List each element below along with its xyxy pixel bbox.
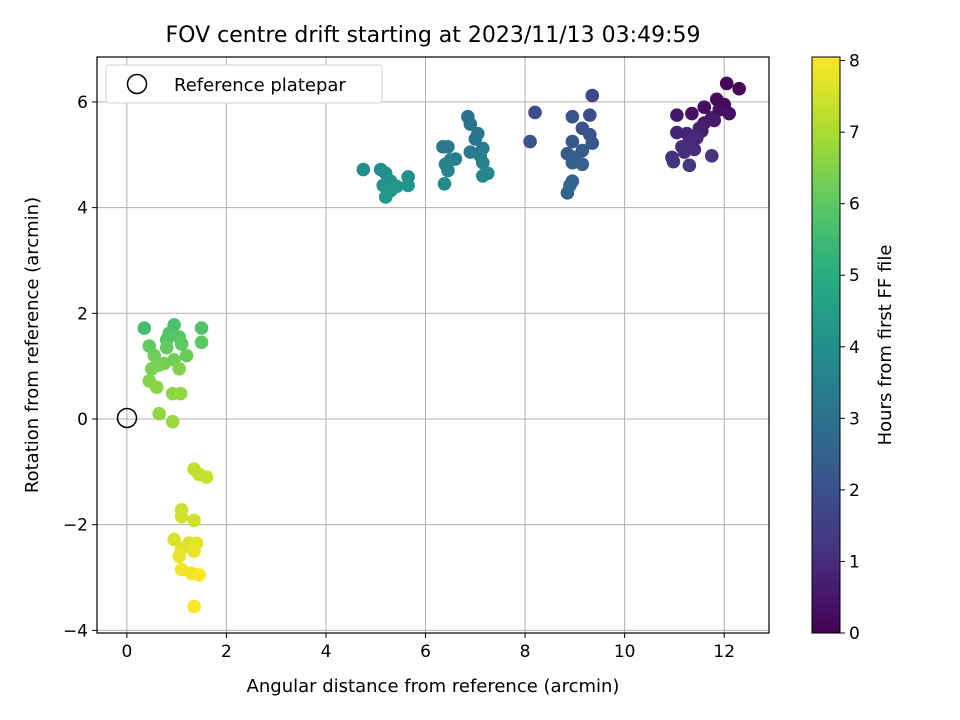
colorbar-tick-label: 6 xyxy=(849,195,860,215)
colorbar-tick-label: 1 xyxy=(849,552,860,572)
chart-title: FOV centre drift starting at 2023/11/13 … xyxy=(166,23,701,48)
colorbar-tick-label: 4 xyxy=(849,338,860,358)
y-tick-label: 0 xyxy=(77,410,88,430)
data-point xyxy=(585,88,600,103)
data-point xyxy=(159,340,174,355)
y-tick-label: 2 xyxy=(77,304,88,324)
y-tick-label: −4 xyxy=(63,621,88,641)
plot-background xyxy=(97,57,769,633)
data-point xyxy=(583,108,597,122)
data-point xyxy=(194,335,209,350)
data-point xyxy=(192,568,206,582)
data-point xyxy=(463,117,478,131)
data-point xyxy=(165,414,180,429)
data-point xyxy=(565,134,580,149)
data-point xyxy=(475,155,490,170)
data-point xyxy=(666,154,681,169)
data-point xyxy=(187,513,201,528)
data-point xyxy=(475,169,490,183)
data-point xyxy=(528,105,542,120)
colorbar-gradient xyxy=(811,56,841,634)
x-tick-label: 6 xyxy=(420,642,431,662)
data-point xyxy=(179,348,194,363)
legend-box xyxy=(105,64,383,104)
data-point xyxy=(199,470,214,484)
x-tick-label: 0 xyxy=(121,642,132,662)
data-point xyxy=(670,108,684,122)
data-point xyxy=(174,509,189,524)
data-point xyxy=(152,406,167,421)
plot-area: 0 2 4 6 8 10 12 −4 −2 0 2 4 6 xyxy=(63,56,770,662)
data-point xyxy=(437,177,452,191)
data-points xyxy=(137,76,746,614)
data-point xyxy=(187,544,201,558)
y-tick-label: 4 xyxy=(77,199,88,219)
colorbar-tick-label: 3 xyxy=(849,409,860,429)
data-point xyxy=(732,81,746,96)
y-tick-label: 6 xyxy=(77,93,88,113)
data-point xyxy=(441,163,455,178)
grid-lines xyxy=(97,57,769,633)
legend-reference-marker-icon xyxy=(126,73,148,95)
data-point xyxy=(194,321,209,335)
data-point xyxy=(172,361,186,376)
legend: Reference platepar xyxy=(105,64,383,104)
x-axis-label: Angular distance from reference (arcmin) xyxy=(247,676,620,697)
data-point xyxy=(682,158,697,173)
colorbar: 0 1 2 3 4 5 6 7 8 Hours from first FF file xyxy=(811,52,896,644)
data-point xyxy=(187,599,201,614)
colorbar-tick-label: 0 xyxy=(849,624,860,644)
data-point xyxy=(719,76,734,91)
data-point xyxy=(697,100,712,115)
data-point xyxy=(173,386,188,401)
colorbar-label: Hours from first FF file xyxy=(875,245,896,446)
data-point xyxy=(704,149,719,163)
data-point xyxy=(585,136,600,150)
y-axis-ticks: −4 −2 0 2 4 6 xyxy=(63,93,97,641)
data-point xyxy=(523,134,537,149)
data-point xyxy=(565,155,580,170)
data-point xyxy=(565,109,580,124)
data-point xyxy=(468,132,483,146)
x-tick-label: 10 xyxy=(614,642,636,662)
colorbar-tick-label: 8 xyxy=(849,52,860,72)
data-point xyxy=(401,178,415,193)
data-point xyxy=(441,140,455,154)
plot-frame xyxy=(96,56,770,634)
colorbar-tick-label: 5 xyxy=(849,266,860,286)
y-tick-label: −2 xyxy=(63,516,88,536)
data-point xyxy=(172,549,186,564)
data-point xyxy=(149,380,164,395)
legend-entry-reference-platepar: Reference platepar xyxy=(174,75,346,96)
data-point xyxy=(685,106,699,121)
colorbar-tick-label: 7 xyxy=(849,123,860,143)
data-point xyxy=(137,321,152,335)
reference-platepar-marker xyxy=(116,407,138,429)
x-axis-ticks: 0 2 4 6 8 10 12 xyxy=(121,633,735,662)
colorbar-ticks: 0 1 2 3 4 5 6 7 8 xyxy=(840,52,860,644)
data-point xyxy=(670,125,684,140)
data-point xyxy=(575,157,590,172)
data-point xyxy=(560,186,575,200)
data-point xyxy=(722,106,736,121)
colorbar-tick-label: 2 xyxy=(849,481,860,501)
data-point xyxy=(167,532,181,547)
x-tick-label: 12 xyxy=(713,642,735,662)
data-point xyxy=(356,162,371,177)
x-tick-label: 8 xyxy=(520,642,531,662)
y-axis-label: Rotation from reference (arcmin) xyxy=(22,197,43,493)
data-point xyxy=(378,190,393,204)
data-point xyxy=(677,145,692,159)
data-point xyxy=(144,361,159,376)
x-tick-label: 4 xyxy=(321,642,332,662)
data-point xyxy=(174,337,189,351)
x-tick-label: 2 xyxy=(221,642,232,662)
